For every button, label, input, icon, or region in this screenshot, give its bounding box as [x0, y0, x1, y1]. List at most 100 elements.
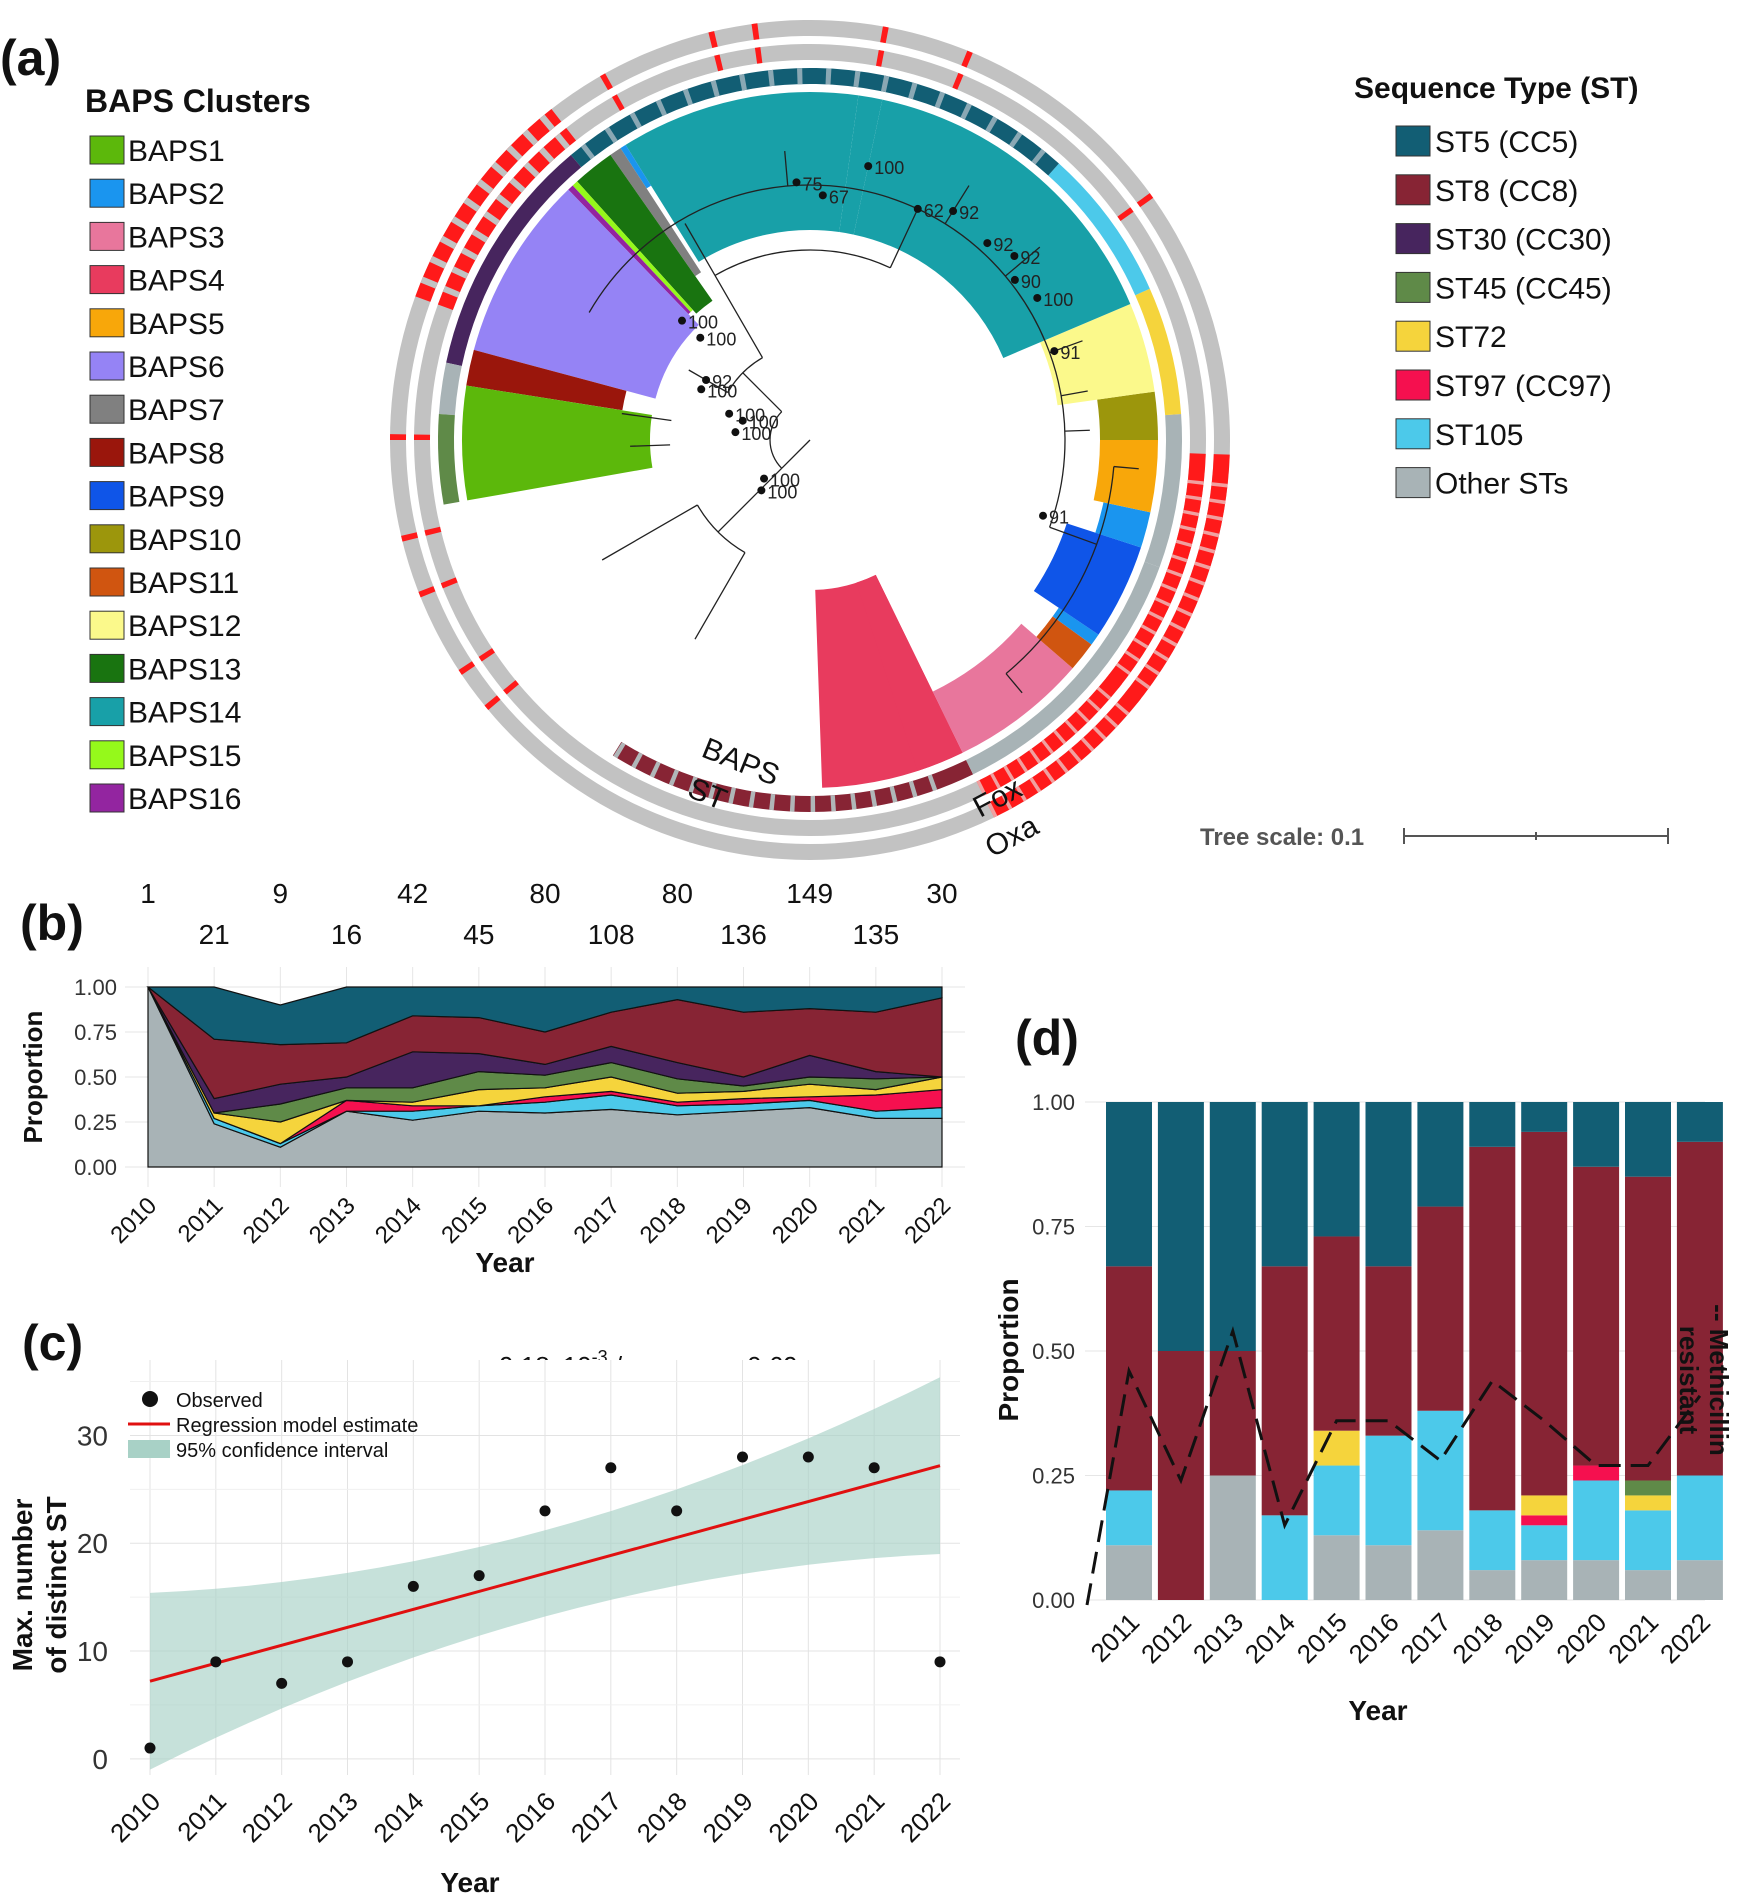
tree-branch: [1005, 466, 1115, 675]
y-tick-label: 20: [77, 1528, 108, 1559]
resistance-ring-fox-mark: [414, 434, 431, 440]
panel-b-label: (b): [20, 895, 84, 951]
bar-segment-st8--cc8-: [1573, 1166, 1620, 1466]
bar-segment-st105: [1106, 1490, 1152, 1546]
st-legend-swatch: [1395, 320, 1431, 352]
baps-legend-swatch: [89, 481, 125, 511]
observed-point: [934, 1656, 946, 1668]
bootstrap-label: 100: [767, 482, 797, 502]
st-legend-title: Sequence Type (ST): [1354, 72, 1639, 105]
baps-ring-segment: [473, 189, 699, 399]
observed-point: [737, 1451, 748, 1463]
baps-ring-segment: [620, 144, 652, 189]
resistance-ring-oxa-gap: [987, 801, 998, 818]
resistance-ring-fox-gap: [990, 772, 1001, 789]
resistance-ring-oxa-mark: [1124, 688, 1141, 704]
st-ring-stripe: [1031, 148, 1046, 165]
x-tick-label: 2017: [565, 1786, 627, 1848]
st-legend-label: ST8 (CC8): [1435, 175, 1578, 208]
resistance-ring-fox-gap: [1086, 698, 1101, 712]
y-axis-title-line2: of distinct ST: [41, 1496, 72, 1673]
baps-legend-label: BAPS10: [128, 524, 241, 557]
bar-segment-st45--cc45-: [1625, 1480, 1671, 1496]
observed-point: [539, 1505, 551, 1517]
x-tick-label: 2013: [302, 1786, 364, 1848]
legend-ci-label: 95% confidence interval: [176, 1440, 388, 1462]
bootstrap-label: 100: [770, 471, 800, 491]
resistance-ring-fox-red: [976, 453, 1206, 796]
resistance-ring-fox-mark: [754, 47, 763, 64]
st-ring-stripe: [767, 69, 775, 87]
x-tick-label: 2012: [236, 1786, 298, 1848]
y-tick-label: 0.75: [1032, 1215, 1075, 1240]
baps-ring-segment: [572, 181, 693, 313]
st-ring-stripe: [853, 70, 861, 88]
resistance-ring-oxa-gap: [1206, 514, 1223, 521]
bootstrap-node: [1039, 511, 1048, 520]
baps-ring-segment: [577, 154, 713, 314]
baps-ring-segment: [1033, 523, 1141, 635]
baps-legend-label: BAPS9: [128, 481, 225, 514]
baps-ring-segment: [1097, 391, 1158, 440]
bootstrap-label: 92: [959, 203, 979, 223]
bar-segment-st105: [1573, 1480, 1620, 1561]
resistance-ring-fox-gap: [471, 228, 489, 243]
resistance-ring-fox-gap: [1041, 739, 1054, 755]
tree-branch: [684, 223, 716, 276]
st-ring-stripe: [927, 774, 938, 792]
tree-branch: [1004, 246, 1041, 277]
baps-legend: BAPS1 BAPS2 BAPS3 BAPS4 BAPS5 BAPS6 BAPS7 BAPS8…: [89, 135, 241, 816]
bootstrap-label: 100: [874, 158, 904, 178]
sample-count-label: 45: [463, 919, 494, 950]
st-ring-stripe: [748, 791, 756, 808]
bootstrap-node: [949, 207, 958, 216]
tree-branch: [1064, 429, 1090, 432]
resistance-ring-fox-gap: [1003, 765, 1015, 781]
st-ring-stripe: [710, 80, 720, 97]
tree-branch: [944, 185, 970, 225]
resistance-ring-fox-gap: [1053, 729, 1067, 745]
y-tick-label: 0.75: [74, 1020, 117, 1045]
st-legend-label: Other STs: [1435, 468, 1568, 501]
legend-regression-label: Regression model estimate: [176, 1415, 418, 1437]
st-ring-stripe: [629, 112, 642, 129]
bootstrap-label: 100: [688, 313, 718, 333]
x-tick-label: 2011: [173, 1192, 229, 1248]
bootstrap-label: 67: [829, 187, 849, 207]
baps-legend-swatch: [89, 135, 125, 165]
bar-segment-st72: [1313, 1430, 1360, 1466]
st-ring-segment: [446, 155, 582, 366]
bar-segment-st8--cc8-: [1365, 1266, 1412, 1436]
resistance-ring-oxa-gap: [1198, 545, 1216, 554]
resistance-ring-fox-gap: [538, 147, 555, 163]
sample-count-label: 9: [273, 878, 289, 909]
bootstrap-node: [1010, 251, 1019, 260]
st-ring-stripe: [769, 793, 776, 811]
baps-legend-swatch: [89, 783, 125, 813]
st-ring-stripe: [810, 795, 816, 812]
st-ring-stripe: [908, 780, 918, 798]
bar-segment-st5--cc5-: [1469, 1102, 1516, 1147]
resistance-ring-oxa-mark: [484, 695, 501, 710]
st-ring-stripe: [728, 787, 736, 804]
sample-count-label: 1: [140, 878, 156, 909]
st-ring-segment: [1135, 288, 1182, 416]
bootstrap-node: [1050, 347, 1059, 356]
baps-legend-label: BAPS12: [128, 610, 241, 643]
st-ring-stripe: [613, 742, 626, 759]
resistance-ring-fox-mark: [424, 526, 442, 536]
resistance-ring-oxa-gap: [1153, 649, 1169, 662]
bar-segment-st5--cc5-: [1573, 1102, 1620, 1167]
resistance-ring-oxa-gap: [1211, 482, 1228, 488]
x-tick-label: 2019: [697, 1786, 759, 1848]
baps-ring-segment: [1093, 440, 1158, 513]
resistance-ring-oxa-gap: [1169, 621, 1186, 632]
bootstrap-label: 100: [749, 413, 779, 433]
x-tick-label: 2015: [433, 1786, 495, 1848]
st-legend-swatch: [1395, 223, 1431, 255]
tree-branch: [1049, 526, 1097, 545]
bar-segment-st5--cc5-: [1625, 1102, 1671, 1177]
resistance-ring-oxa-mark: [390, 434, 407, 440]
x-tick-label: 2010: [105, 1192, 162, 1249]
